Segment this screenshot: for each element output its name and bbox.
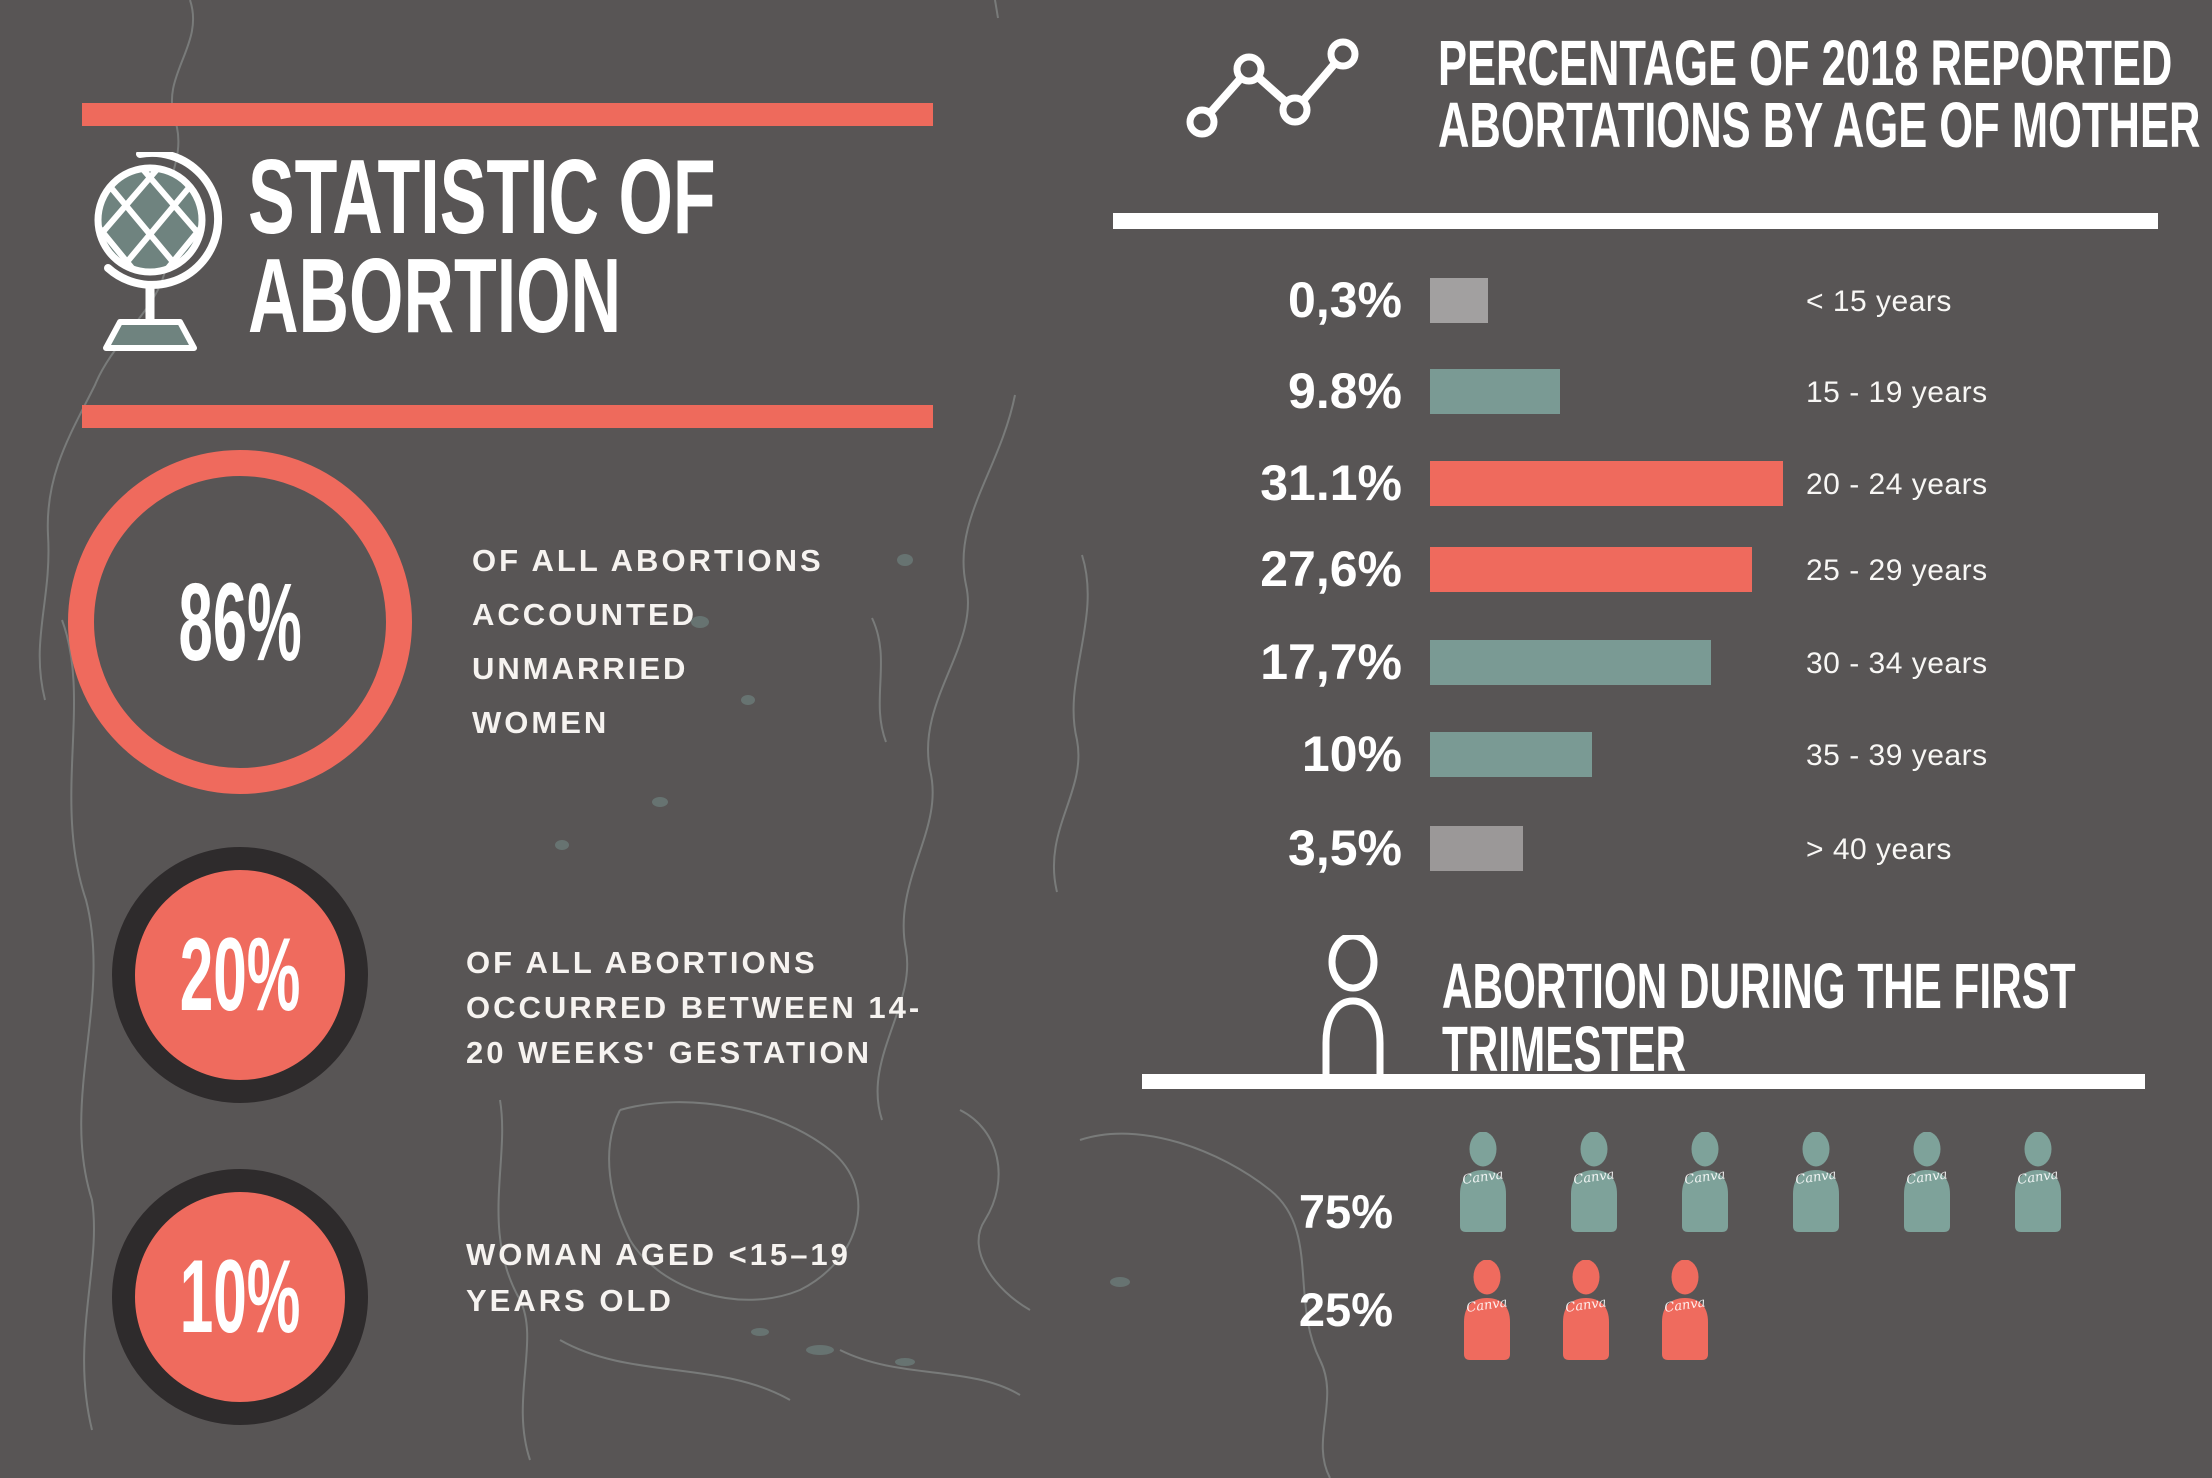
stat-value-20: 20% [179,916,301,1033]
age-chart-title: PERCENTAGE OF 2018 REPORTED ABORTATIONS … [1438,27,2201,161]
stat-text-line: OCCURRED BETWEEN 14- [466,990,923,1025]
bar [1430,640,1711,685]
age-chart-title-line1: PERCENTAGE OF 2018 REPORTED [1438,27,2173,99]
stat-text-line: ACCOUNTED [472,597,698,632]
pictograph-label-75: 75% [1298,1185,1393,1238]
age-chart-title-line2: ABORTATIONS BY AGE OF MOTHER [1438,89,2201,161]
stat-text-line: OF ALL ABORTIONS [472,543,824,578]
svg-text:Canva: Canva [1465,1295,1508,1316]
person-figure: Canva [1682,1132,1728,1232]
stat-circle-20: 20% [112,847,368,1103]
bar-label: > 40 years [1806,833,1952,866]
age-chart-divider [1113,213,2158,229]
bar [1430,826,1523,871]
bar-value: 3,5% [1288,820,1402,876]
person-figure: Canva [1571,1132,1617,1232]
svg-text:Canva: Canva [1663,1295,1706,1316]
bar-value: 31.1% [1260,455,1402,511]
trimester-divider [1142,1074,2145,1089]
stat-value-86: 86% [178,560,302,684]
person-figure: Canva [1460,1132,1506,1232]
bar [1430,369,1560,414]
stat-text-10: WOMAN AGED <15–19 YEARS OLD [466,1232,851,1324]
bottom-accent-line [82,405,933,428]
stat-text-line: WOMAN AGED <15–19 [466,1237,851,1272]
bar [1430,547,1752,592]
bar-label: 25 - 29 years [1806,554,1988,587]
bar-label: 35 - 39 years [1806,739,1988,772]
page-title-line1: STATISTIC OF [248,138,716,256]
bar-row-over40: 3,5% > 40 years [0,820,2212,876]
top-accent-line [82,103,933,126]
svg-text:Canva: Canva [1461,1167,1504,1188]
stat-text-line: 20 WEEKS' GESTATION [466,1035,872,1070]
bar-value: 10% [1301,726,1402,782]
svg-text:Canva: Canva [1905,1167,1948,1188]
stat-circle-10: 10% [112,1169,368,1425]
svg-text:Canva: Canva [1564,1295,1607,1316]
pictograph-row-75: Canva Canva Canva Canva Canva Canva [1458,1132,2063,1232]
stat-text-20: OF ALL ABORTIONS OCCURRED BETWEEN 14- 20… [466,940,922,1075]
bar-row-30-34: 17,7% 30 - 34 years [0,634,2212,690]
bar-label: < 15 years [1806,285,1952,318]
pictograph-row-25: Canva Canva Canva [1462,1260,1710,1360]
bar-value: 0,3% [1288,272,1402,328]
trimester-title-line1: ABORTION DURING THE FIRST [1442,950,2076,1022]
bar-value: 27,6% [1260,541,1402,597]
trimester-title-line2: TRIMESTER [1442,1013,1687,1085]
person-figure: Canva [1563,1260,1609,1360]
bar-row-25-29: 27,6% 25 - 29 years [0,541,2212,597]
stat-text-86: OF ALL ABORTIONS ACCOUNTED UNMARRIED WOM… [472,534,824,750]
svg-text:Canva: Canva [1683,1167,1726,1188]
bar-row-15-19: 9.8% 15 - 19 years [0,363,2212,419]
bar-label: 30 - 34 years [1806,647,1988,680]
page-title: STATISTIC OF ABORTION [248,138,716,355]
svg-text:Canva: Canva [1794,1167,1837,1188]
bar [1430,461,1783,506]
bar-value: 17,7% [1260,634,1402,690]
pictograph-label-25: 25% [1298,1283,1393,1336]
svg-text:Canva: Canva [1572,1167,1615,1188]
bar-value: 9.8% [1288,363,1402,419]
svg-text:Canva: Canva [2016,1167,2059,1188]
stat-value-10: 10% [179,1238,301,1355]
trimester-title: ABORTION DURING THE FIRST TRIMESTER [1442,950,2076,1085]
page-title-line2: ABORTION [248,237,622,355]
person-figure: Canva [2015,1132,2061,1232]
bar-row-under15: 0,3% < 15 years [0,272,2212,328]
stat-text-line: UNMARRIED [472,651,689,686]
bar-label: 20 - 24 years [1806,468,1988,501]
bar-label: 15 - 19 years [1806,376,1988,409]
bar-row-35-39: 10% 35 - 39 years [0,726,2212,782]
bar-row-20-24: 31.1% 20 - 24 years [0,455,2212,511]
person-figure: Canva [1793,1132,1839,1232]
person-outline-icon [1322,935,1384,1085]
person-figure: Canva [1464,1260,1510,1360]
person-figure: Canva [1662,1260,1708,1360]
person-figure: Canva [1904,1132,1950,1232]
stat-text-line: OF ALL ABORTIONS [466,945,818,980]
stat-text-line: WOMEN [472,705,610,740]
globe-icon [94,152,223,351]
stat-text-line: YEARS OLD [466,1283,674,1318]
bar [1430,732,1592,777]
line-chart-icon [1186,38,1359,138]
bar [1430,278,1488,323]
